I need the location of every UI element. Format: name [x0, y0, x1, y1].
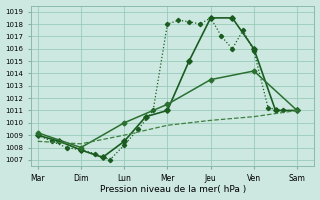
- X-axis label: Pression niveau de la mer( hPa ): Pression niveau de la mer( hPa ): [100, 185, 246, 194]
